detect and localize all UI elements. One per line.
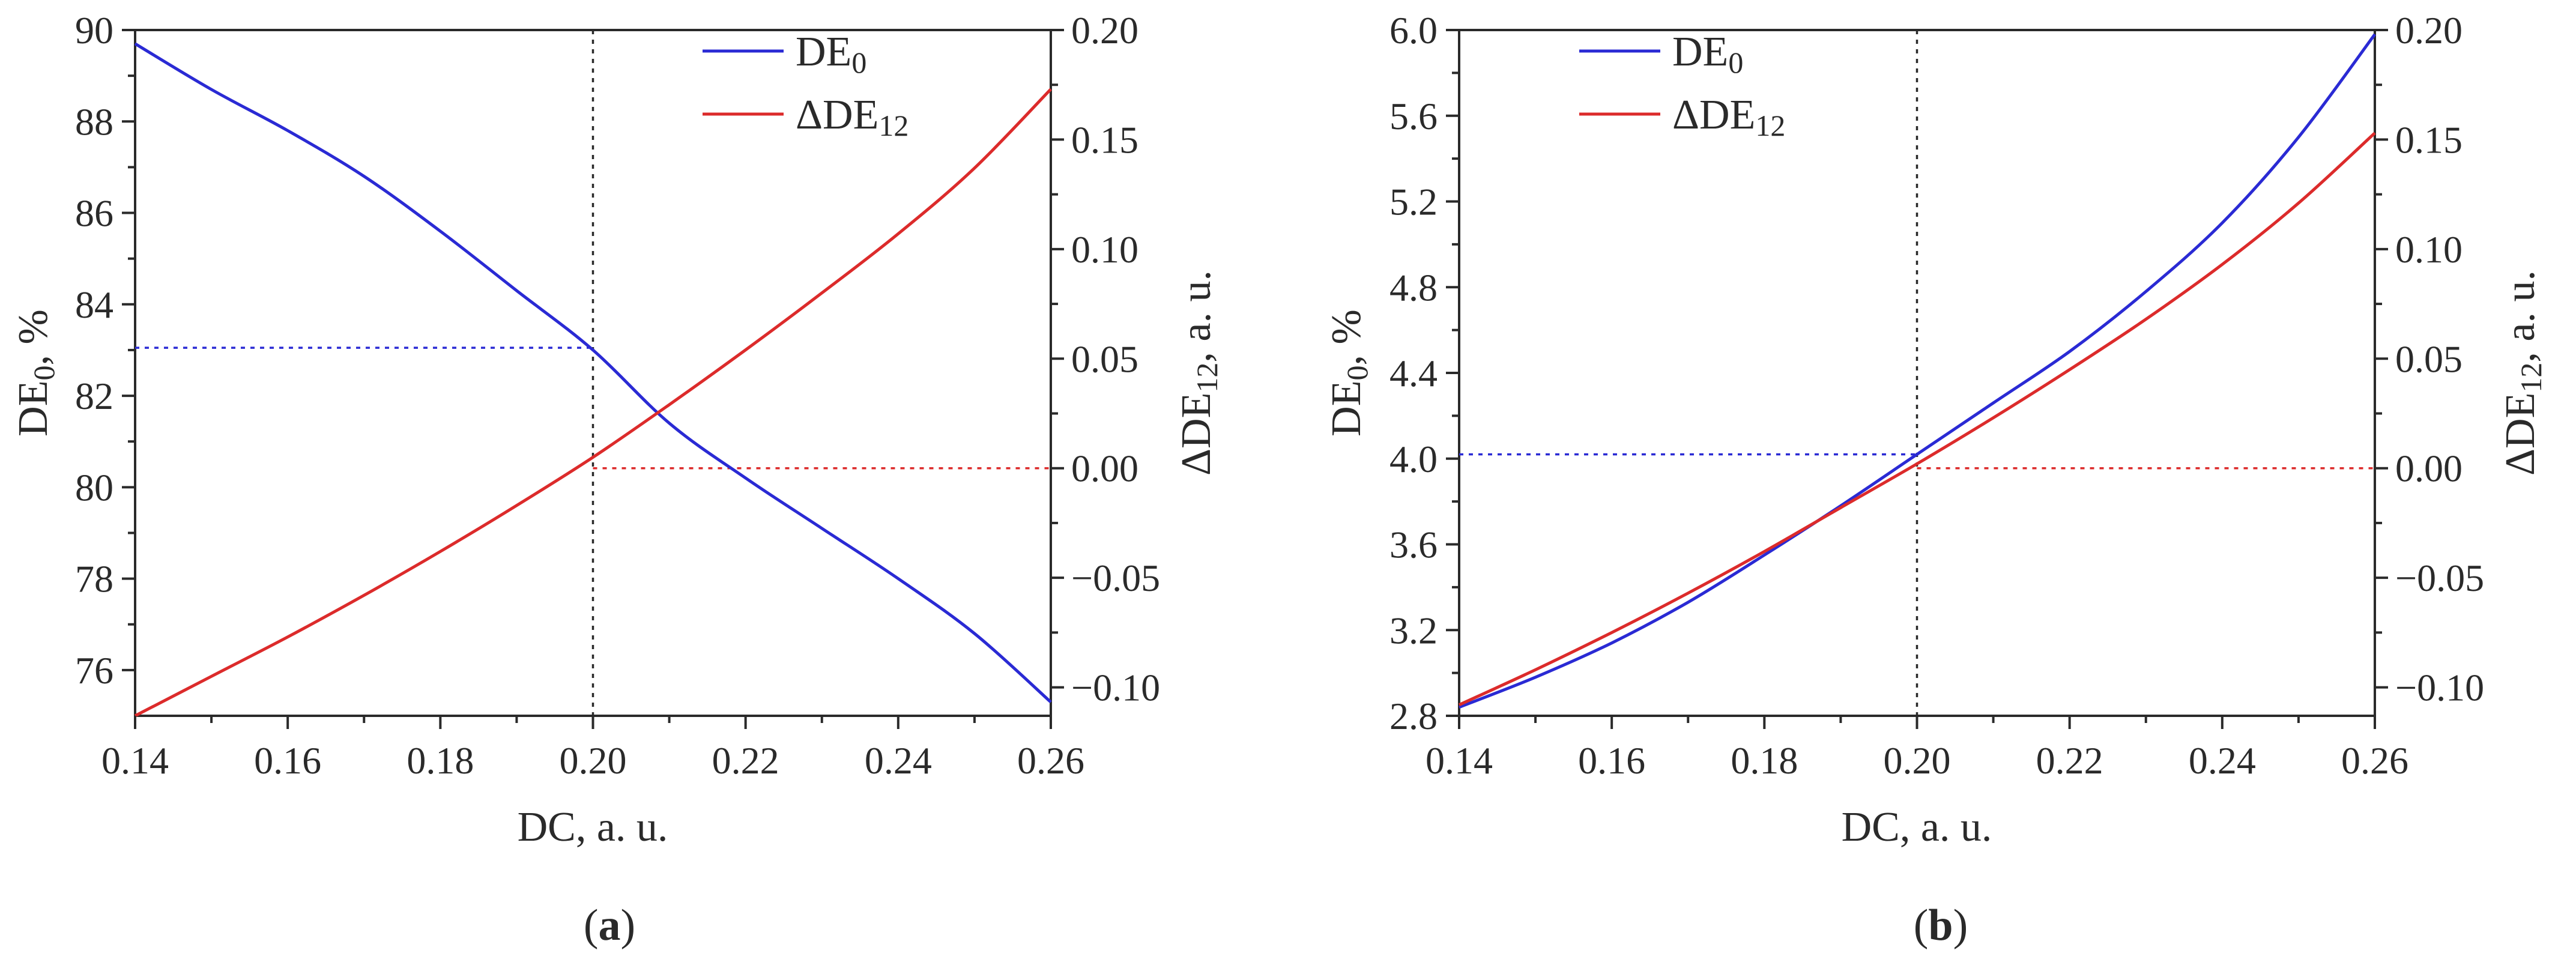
left-tick-label: 2.8 — [1389, 695, 1438, 737]
plot-frame — [1458, 29, 2376, 717]
series-lines — [134, 42, 1052, 718]
left-tick-label: 4.0 — [1389, 438, 1438, 480]
left-tick-label: 86 — [75, 192, 113, 235]
legend-label-de0: DE0 — [796, 29, 866, 79]
x-tick-label: 0.22 — [2036, 739, 2103, 782]
right-tick-label: −0.05 — [2395, 557, 2484, 599]
series-line-dde12 — [134, 88, 1052, 718]
x-tick-label: 0.18 — [407, 739, 474, 782]
left-axis-ticks: 76 78 80 82 84 86 88 90 — [75, 9, 135, 692]
chart-panel-b: 0.14 0.16 0.18 0.20 0.22 0.24 0.26 2.8 3.2 3.6 4.… — [1323, 9, 2548, 950]
guide-lines — [1459, 30, 2375, 716]
legend-label-de0: DE0 — [1672, 29, 1743, 79]
chart-panel-a: 0.14 0.16 0.18 0.20 0.22 0.24 0.26 76 78 80 82 84 8… — [10, 9, 1224, 950]
left-tick-label: 4.8 — [1389, 266, 1438, 309]
series-lines — [1458, 33, 2377, 709]
series-line-de0 — [134, 42, 1052, 704]
left-axis-label: DE0, % — [10, 309, 61, 437]
legend-label-dde12: ΔDE12 — [1672, 92, 1785, 142]
legend-label-dde12: ΔDE12 — [796, 92, 909, 142]
x-axis-label: DC, a. u. — [1842, 804, 1992, 850]
left-tick-label: 76 — [75, 649, 113, 692]
plot-frame — [134, 29, 1052, 717]
x-tick-label: 0.14 — [101, 739, 169, 782]
x-axis-ticks: 0.14 0.16 0.18 0.20 0.22 0.24 0.26 — [1426, 716, 2408, 782]
left-tick-label: 88 — [75, 100, 113, 143]
right-tick-label: −0.10 — [2395, 667, 2484, 709]
left-tick-label: 80 — [75, 466, 113, 509]
left-axis-label: DE0, % — [1323, 309, 1374, 437]
left-tick-label: 5.6 — [1389, 95, 1438, 138]
right-tick-label: 0.20 — [2395, 9, 2463, 52]
right-axis-label: ΔDE12, a. u. — [2497, 270, 2548, 476]
guide-lines — [135, 30, 1051, 716]
x-tick-label: 0.16 — [1578, 739, 1645, 782]
legend: DE0 ΔDE12 — [1579, 29, 1785, 142]
right-tick-label: 0.05 — [1071, 337, 1138, 380]
x-tick-label: 0.16 — [254, 739, 321, 782]
panel-label-b: (b) — [1914, 901, 1968, 950]
left-tick-label: 3.6 — [1389, 524, 1438, 566]
left-tick-label: 4.4 — [1389, 352, 1438, 395]
right-tick-label: 0.00 — [2395, 447, 2463, 490]
right-tick-label: 0.10 — [2395, 228, 2463, 271]
left-tick-label: 6.0 — [1389, 9, 1438, 52]
x-tick-label: 0.24 — [865, 739, 932, 782]
left-tick-label: 82 — [75, 375, 113, 417]
right-tick-label: −0.05 — [1071, 557, 1160, 599]
left-tick-label: 3.2 — [1389, 609, 1438, 652]
right-tick-label: 0.05 — [2395, 337, 2463, 380]
left-tick-label: 78 — [75, 558, 113, 601]
x-tick-label: 0.20 — [1884, 739, 1951, 782]
right-tick-label: 0.00 — [1071, 447, 1138, 490]
x-tick-label: 0.26 — [1017, 739, 1084, 782]
series-line-dde12 — [1458, 132, 2376, 707]
x-tick-label: 0.20 — [560, 739, 627, 782]
left-axis-ticks: 2.8 3.2 3.6 4.0 4.4 4.8 5.2 5.6 6.0 — [1389, 9, 1459, 737]
right-axis-label: ΔDE12, a. u. — [1173, 270, 1224, 476]
left-tick-label: 90 — [75, 9, 113, 52]
x-tick-label: 0.14 — [1426, 739, 1493, 782]
x-tick-label: 0.18 — [1731, 739, 1798, 782]
legend: DE0 ΔDE12 — [703, 29, 909, 142]
panel-label-a: (a) — [584, 901, 635, 950]
right-tick-label: −0.10 — [1071, 667, 1160, 709]
x-tick-label: 0.22 — [712, 739, 779, 782]
right-axis-ticks: −0.10 −0.05 0.00 0.05 0.10 0.15 0.20 — [1051, 9, 1160, 709]
x-axis-ticks: 0.14 0.16 0.18 0.20 0.22 0.24 0.26 — [101, 716, 1084, 782]
right-tick-label: 0.15 — [1071, 118, 1138, 161]
right-tick-label: 0.15 — [2395, 118, 2463, 161]
right-tick-label: 0.20 — [1071, 9, 1138, 52]
x-tick-label: 0.24 — [2189, 739, 2256, 782]
x-tick-label: 0.26 — [2341, 739, 2408, 782]
right-tick-label: 0.10 — [1071, 228, 1138, 271]
left-tick-label: 84 — [75, 283, 113, 326]
right-axis-ticks: −0.10 −0.05 0.00 0.05 0.10 0.15 0.20 — [2375, 9, 2484, 709]
series-line-de0 — [1459, 33, 2377, 709]
left-tick-label: 5.2 — [1389, 181, 1438, 223]
x-axis-label: DC, a. u. — [518, 804, 668, 850]
